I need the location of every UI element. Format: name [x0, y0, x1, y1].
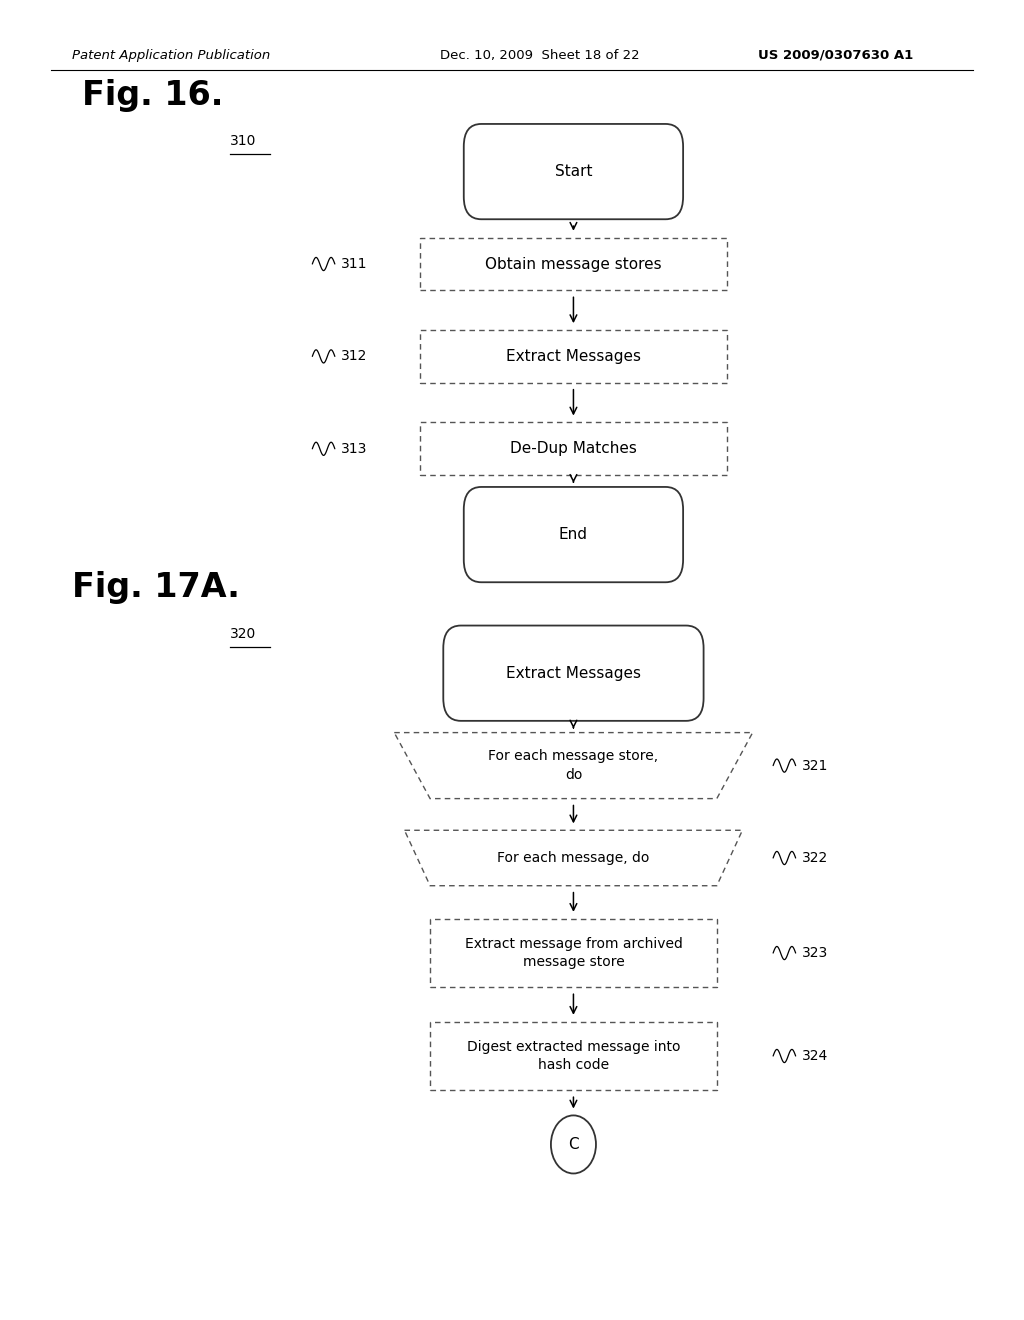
Text: 312: 312: [341, 350, 368, 363]
Text: Extract Messages: Extract Messages: [506, 348, 641, 364]
Text: For each message, do: For each message, do: [498, 851, 649, 865]
Text: Extract Messages: Extract Messages: [506, 665, 641, 681]
Text: Patent Application Publication: Patent Application Publication: [72, 49, 270, 62]
Text: C: C: [568, 1137, 579, 1152]
Text: Start: Start: [555, 164, 592, 180]
Text: 321: 321: [802, 759, 828, 772]
Text: 322: 322: [802, 851, 828, 865]
Text: Obtain message stores: Obtain message stores: [485, 256, 662, 272]
Text: 324: 324: [802, 1049, 828, 1063]
Text: For each message store,
do: For each message store, do: [488, 750, 658, 781]
Text: 313: 313: [341, 442, 368, 455]
Polygon shape: [394, 733, 753, 799]
Text: De-Dup Matches: De-Dup Matches: [510, 441, 637, 457]
FancyBboxPatch shape: [420, 330, 727, 383]
FancyBboxPatch shape: [443, 626, 703, 721]
FancyBboxPatch shape: [464, 124, 683, 219]
Text: 323: 323: [802, 946, 828, 960]
Text: 311: 311: [341, 257, 368, 271]
Text: End: End: [559, 527, 588, 543]
Text: 310: 310: [230, 135, 257, 148]
FancyBboxPatch shape: [430, 919, 717, 987]
Text: Fig. 17A.: Fig. 17A.: [72, 570, 240, 605]
FancyBboxPatch shape: [464, 487, 683, 582]
Text: Dec. 10, 2009  Sheet 18 of 22: Dec. 10, 2009 Sheet 18 of 22: [440, 49, 640, 62]
Text: Extract message from archived
message store: Extract message from archived message st…: [465, 937, 682, 969]
Polygon shape: [404, 830, 742, 886]
FancyBboxPatch shape: [420, 422, 727, 475]
FancyBboxPatch shape: [420, 238, 727, 290]
FancyBboxPatch shape: [430, 1022, 717, 1090]
Text: Fig. 16.: Fig. 16.: [82, 79, 223, 112]
Text: US 2009/0307630 A1: US 2009/0307630 A1: [758, 49, 913, 62]
Text: 320: 320: [230, 627, 257, 640]
Circle shape: [551, 1115, 596, 1173]
Text: Digest extracted message into
hash code: Digest extracted message into hash code: [467, 1040, 680, 1072]
